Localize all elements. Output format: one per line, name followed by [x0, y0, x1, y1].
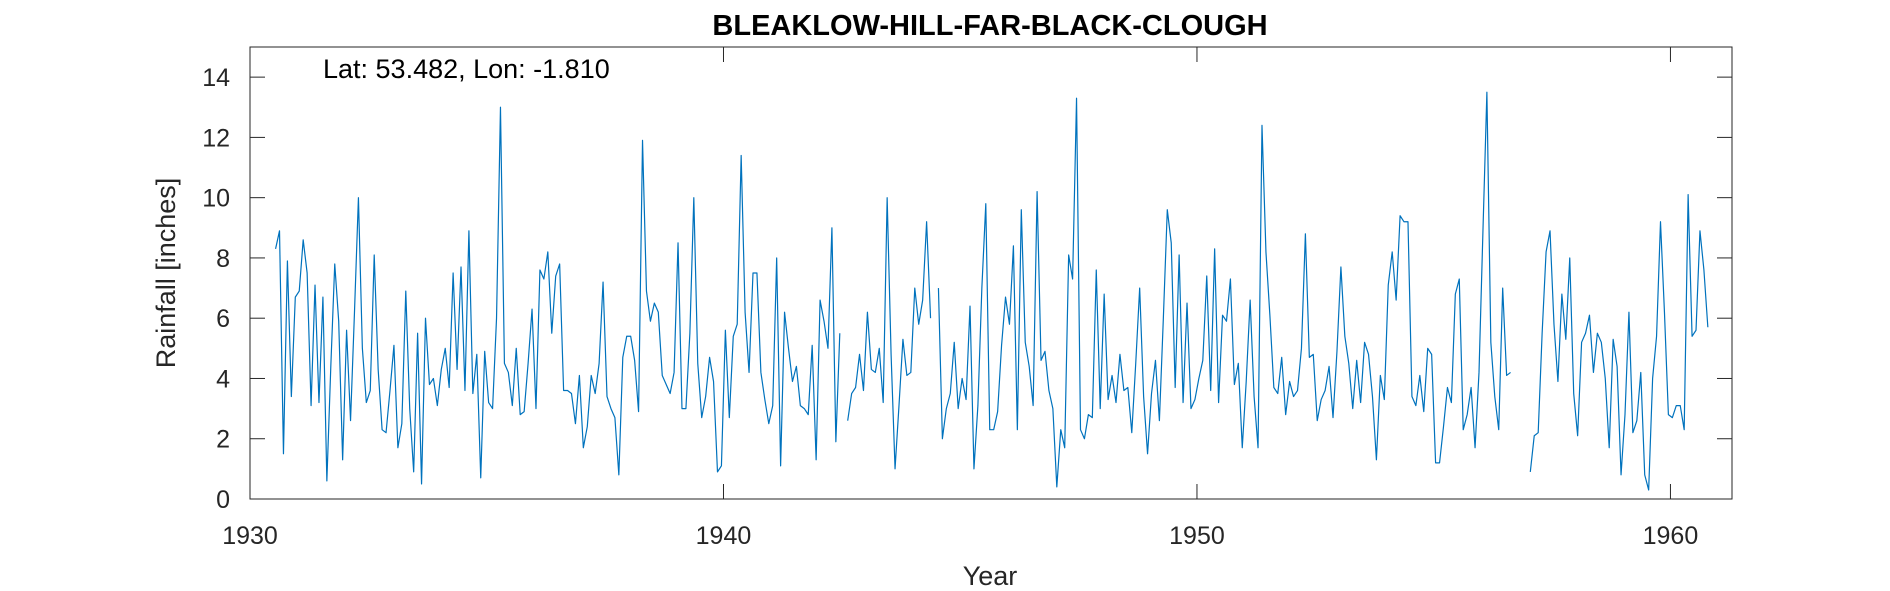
y-tick-label: 0 [216, 486, 230, 514]
chart-title: BLEAKLOW-HILL-FAR-BLACK-CLOUGH [712, 10, 1267, 42]
y-tick-label: 10 [202, 185, 230, 213]
y-tick-label: 12 [202, 124, 230, 152]
x-axis-label: Year [963, 561, 1018, 591]
x-tick-label: 1940 [696, 522, 752, 550]
x-tick-label: 1930 [222, 522, 278, 550]
rainfall-series [274, 91, 1709, 491]
plot-frame [249, 46, 1733, 500]
tick-labels: 0 2 4 6 8 10 12 14 1930 1940 1950 1960 [202, 64, 1698, 550]
y-tick-label: 6 [216, 305, 230, 333]
rainfall-line [274, 91, 1709, 491]
plot-area [250, 47, 1732, 499]
y-axis-label: Rainfall [inches] [151, 178, 181, 369]
location-annotation: Lat: 53.482, Lon: -1.810 [323, 54, 610, 84]
y-tick-label: 14 [202, 64, 230, 92]
y-tick-label: 2 [216, 426, 230, 454]
y-tick-label: 8 [216, 245, 230, 273]
y-tick-label: 4 [216, 365, 230, 393]
x-tick-label: 1960 [1643, 522, 1699, 550]
x-tick-label: 1950 [1169, 522, 1225, 550]
